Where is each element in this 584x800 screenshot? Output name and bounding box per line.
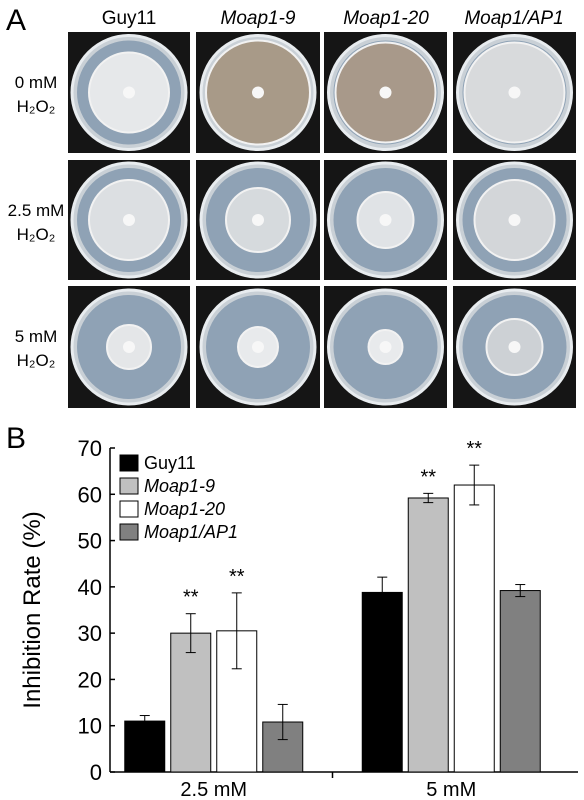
error-bar bbox=[139, 715, 150, 728]
colony-center bbox=[123, 86, 135, 99]
colony-center bbox=[123, 341, 135, 353]
error-bar bbox=[423, 492, 434, 504]
colony-center bbox=[252, 341, 264, 353]
legend-label: Moap1-9 bbox=[144, 476, 215, 496]
colony-center bbox=[379, 214, 392, 226]
y-tick-label: 70 bbox=[78, 436, 102, 461]
colony-center bbox=[252, 214, 264, 226]
bar bbox=[453, 484, 495, 773]
colony-center bbox=[252, 86, 264, 99]
significance-mark: ** bbox=[420, 466, 436, 488]
y-tick-label: 50 bbox=[78, 529, 102, 554]
y-tick-label: 30 bbox=[78, 621, 102, 646]
bar bbox=[499, 590, 541, 773]
significance-mark: ** bbox=[183, 587, 199, 609]
y-tick-label: 20 bbox=[78, 667, 102, 692]
error-bar bbox=[277, 703, 288, 741]
colony-center bbox=[379, 341, 392, 353]
y-tick-label: 60 bbox=[78, 482, 102, 507]
legend-label: Guy11 bbox=[144, 453, 196, 473]
x-tick-label: 5 mM bbox=[426, 779, 476, 800]
bar bbox=[361, 591, 403, 773]
error-bar bbox=[469, 464, 480, 506]
colony-center bbox=[123, 214, 135, 226]
plate-photos bbox=[68, 32, 576, 408]
colony-center bbox=[379, 86, 392, 99]
column-label: Guy11 bbox=[102, 8, 157, 29]
legend-label: Moap1-20 bbox=[144, 499, 225, 519]
error-bar bbox=[185, 613, 196, 654]
row-label: 0 mM bbox=[15, 73, 58, 92]
y-tick-label: 10 bbox=[78, 714, 102, 739]
row-label: H₂O₂ bbox=[17, 225, 56, 244]
bar bbox=[170, 632, 212, 773]
colony-center bbox=[508, 214, 521, 226]
y-tick-label: 40 bbox=[78, 575, 102, 600]
x-tick-label: 2.5 mM bbox=[180, 779, 247, 800]
error-bar bbox=[515, 584, 526, 598]
error-bar bbox=[377, 576, 388, 609]
legend-swatch bbox=[119, 454, 139, 472]
legend-swatch bbox=[119, 523, 139, 541]
row-label: H₂O₂ bbox=[17, 97, 56, 116]
column-label: Moap1-20 bbox=[343, 8, 429, 29]
column-label: Moap1/AP1 bbox=[464, 8, 563, 29]
bar bbox=[407, 497, 449, 773]
legend-swatch bbox=[119, 477, 139, 495]
colony-center bbox=[508, 341, 521, 353]
error-bar bbox=[231, 592, 242, 670]
y-axis-label: Inhibition Rate (%) bbox=[19, 511, 46, 708]
panel-label: B bbox=[6, 422, 26, 455]
legend-label: Moap1/AP1 bbox=[144, 522, 238, 542]
legend-swatch bbox=[119, 500, 139, 518]
bar bbox=[124, 720, 166, 773]
row-label: H₂O₂ bbox=[17, 351, 56, 370]
significance-mark: ** bbox=[229, 566, 245, 588]
colony-center bbox=[508, 86, 521, 99]
row-label: 5 mM bbox=[15, 327, 58, 346]
panel-label: A bbox=[6, 4, 26, 37]
row-label: 2.5 mM bbox=[8, 201, 65, 220]
significance-mark: ** bbox=[466, 438, 482, 460]
y-tick-label: 0 bbox=[90, 760, 102, 785]
column-label: Moap1-9 bbox=[221, 8, 296, 29]
